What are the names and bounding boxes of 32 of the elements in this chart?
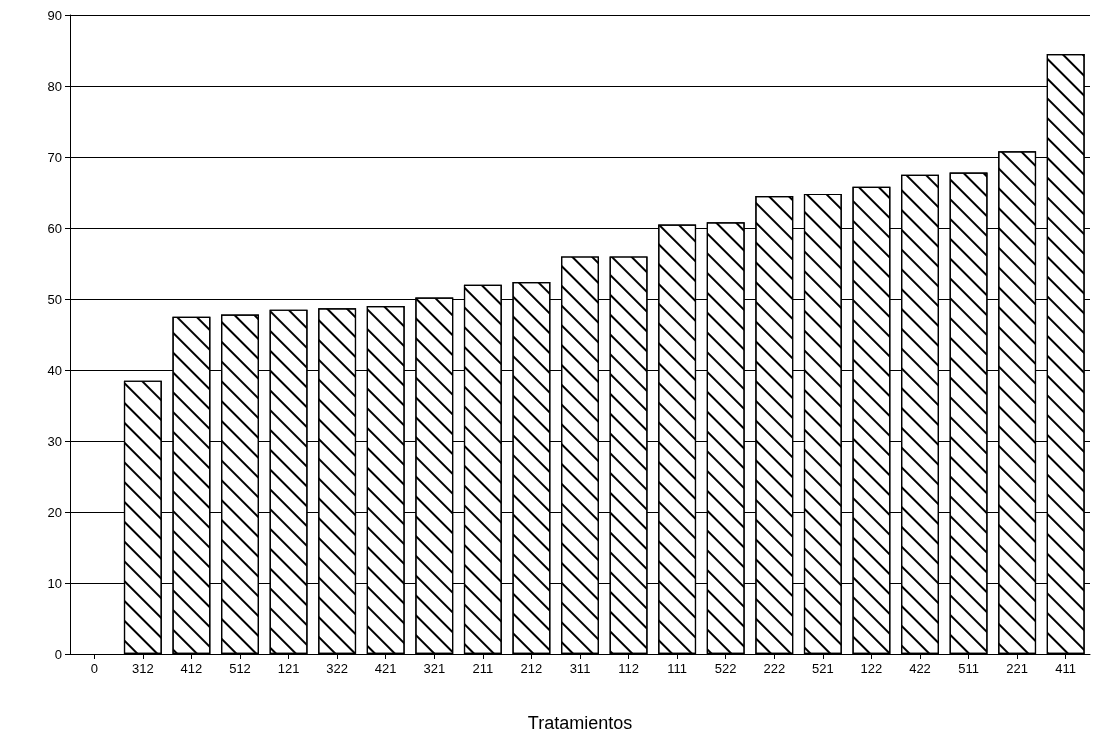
y-tick-label: 40 <box>47 362 62 378</box>
x-tick-label: 312 <box>132 661 154 676</box>
x-tick-label: 112 <box>618 661 639 676</box>
x-tick-label: 521 <box>812 661 834 676</box>
x-tick-label: 0 <box>90 661 98 676</box>
x-tick-label: 122 <box>860 661 883 676</box>
x-tick-label: 211 <box>472 661 494 676</box>
y-tick-label: 0 <box>54 646 62 662</box>
y-tick-label: 80 <box>47 78 62 94</box>
x-tick-label: 512 <box>229 661 251 676</box>
y-tick-label: 90 <box>47 7 62 23</box>
x-tick-label: 311 <box>569 661 591 676</box>
x-tick-label: 212 <box>520 661 543 676</box>
x-tick-label: 121 <box>277 661 300 676</box>
y-tick-label: 60 <box>47 220 62 236</box>
y-tick-label: 10 <box>47 575 62 591</box>
y-tick-label: 20 <box>47 504 62 520</box>
x-tick-label: 421 <box>374 661 397 676</box>
x-tick-label: 221 <box>1006 661 1028 676</box>
y-tick-label: 50 <box>47 291 62 307</box>
x-tick-label: 422 <box>909 661 931 676</box>
x-tick-label: 322 <box>326 661 348 676</box>
x-tick-label: 412 <box>180 661 203 676</box>
x-tick-label: 411 <box>1055 661 1077 676</box>
x-axis-title: Tratamientos <box>527 713 633 733</box>
y-tick-label: 30 <box>47 433 62 449</box>
x-tick-label: 511 <box>958 661 979 676</box>
y-tick-label: 70 <box>47 149 62 165</box>
x-tick-label: 111 <box>667 661 688 676</box>
x-tick-label: 222 <box>763 661 786 676</box>
x-tick-label: 522 <box>714 661 737 676</box>
x-tick-label: 321 <box>423 661 446 676</box>
